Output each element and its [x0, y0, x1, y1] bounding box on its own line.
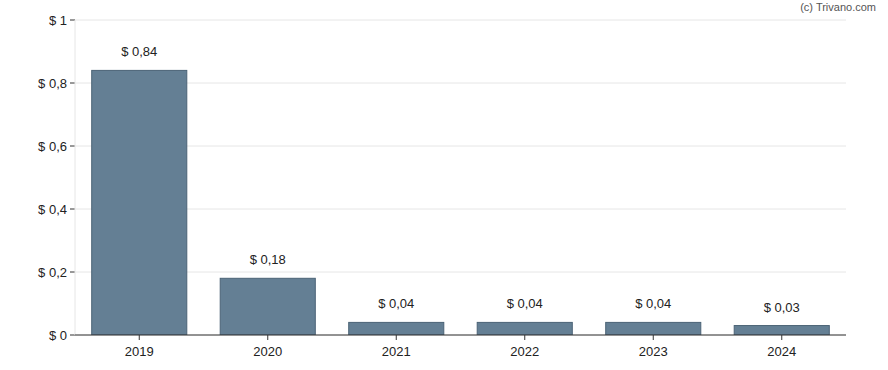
x-tick-label: 2019: [125, 344, 154, 359]
grid-line: [75, 335, 846, 336]
data-label: $ 0,84: [121, 44, 157, 59]
y-tick: [70, 146, 75, 147]
bar: [606, 322, 701, 335]
x-tick-label: 2023: [639, 344, 668, 359]
x-tick-label: 2021: [382, 344, 411, 359]
grid-line: [75, 209, 846, 210]
y-tick-label: $ 0,6: [38, 139, 67, 154]
source: (c) Trivano.com: [800, 1, 876, 13]
bar: [734, 326, 829, 335]
y-tick-label: $ 0,4: [38, 202, 67, 217]
x-tick-label: 2024: [767, 344, 796, 359]
x-axis-line: [75, 335, 846, 336]
data-label: $ 0,04: [635, 296, 671, 311]
y-tick: [70, 83, 75, 84]
bars: [92, 70, 830, 335]
bar: [349, 322, 444, 335]
grid-line: [75, 20, 846, 21]
x-tick-label: 2020: [253, 344, 282, 359]
x-tick-label: 2022: [510, 344, 539, 359]
y-tick: [70, 335, 75, 336]
y-tick: [70, 209, 75, 210]
y-tick-label: $ 1: [49, 13, 67, 28]
grid-line: [75, 146, 846, 147]
data-label: $ 0,18: [250, 252, 286, 267]
chart: $ 0 $ 0,2 $ 0,4 $ 0,6 $ 0,8 $ 1 $ 0,84 $ 0,18 $ …: [0, 0, 888, 370]
data-label: $ 0,03: [764, 300, 800, 315]
y-tick: [70, 272, 75, 273]
grid-line: [75, 83, 846, 84]
x-tick: [781, 335, 782, 340]
y-tick-label: $ 0,8: [38, 76, 67, 91]
bar: [92, 70, 187, 335]
x-tick: [396, 335, 397, 340]
data-label: $ 0,04: [507, 296, 543, 311]
grid-line: [75, 272, 846, 273]
bar: [477, 322, 572, 335]
y-axis-line: [75, 20, 76, 335]
x-tick: [267, 335, 268, 340]
y-tick-label: $ 0: [49, 328, 67, 343]
y-tick: [70, 20, 75, 21]
x-tick: [524, 335, 525, 340]
y-tick-label: $ 0,2: [38, 265, 67, 280]
bar: [220, 278, 315, 335]
x-tick: [139, 335, 140, 340]
x-tick: [653, 335, 654, 340]
data-label: $ 0,04: [378, 296, 414, 311]
